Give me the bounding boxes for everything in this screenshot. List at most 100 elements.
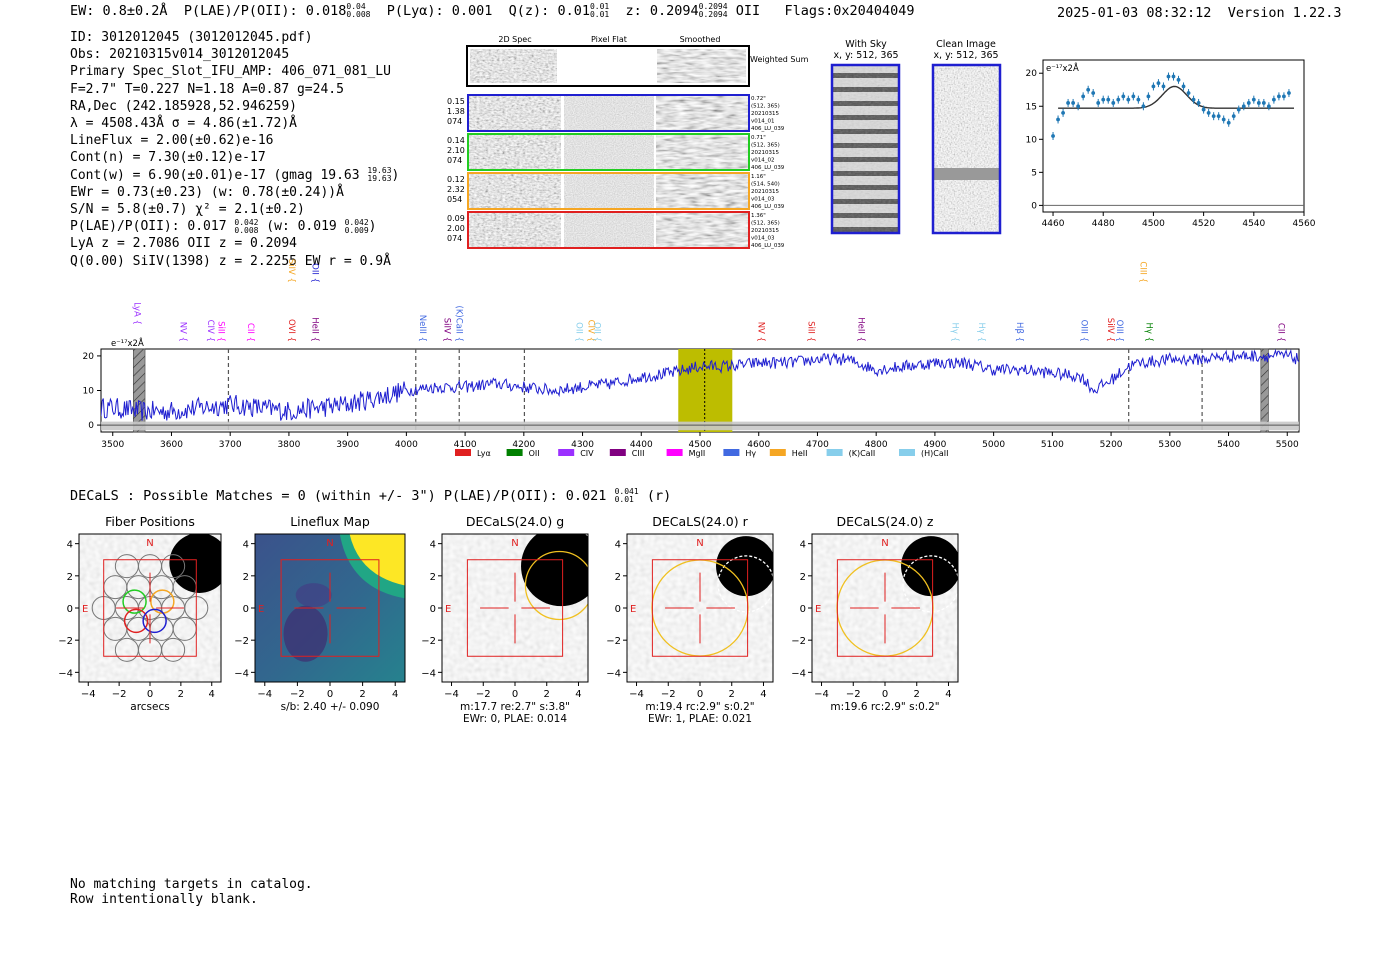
panel-xtick-label: 4 <box>760 689 766 700</box>
panel-xtick-label: 2 <box>359 689 365 700</box>
spec-line-label: NeIII { <box>417 315 427 342</box>
search-box <box>466 559 564 657</box>
header-z: z: 0.2094 <box>625 3 699 19</box>
detection-info: ID: 3012012045 (3012012045.pdf) Obs: 202… <box>70 29 399 270</box>
panel-xtick-label: −2 <box>476 689 491 700</box>
source-aperture <box>717 555 773 613</box>
panel-xtick-label: −4 <box>629 689 644 700</box>
row-border <box>467 133 750 171</box>
panel-ytick-label: 2 <box>430 572 436 583</box>
panel-xtick-label: 4 <box>945 689 951 700</box>
panel-xtick-label: −2 <box>290 689 305 700</box>
zoom-xtick-label: 4460 <box>1042 219 1065 229</box>
panel-xtick-label: −4 <box>814 689 829 700</box>
spec-line-label: SiIV { <box>442 318 452 342</box>
panel-ytick-label: 0 <box>615 604 621 615</box>
spec-xtick-label: 3800 <box>277 440 300 450</box>
info-contn: Cont(n) = 7.30(±0.12)e-17 <box>70 150 266 166</box>
row-border <box>467 211 750 249</box>
spec-legend-label: HeII <box>792 449 808 458</box>
east-label: E <box>630 604 636 615</box>
spec-xtick-label: 3600 <box>160 440 183 450</box>
zoom-data-point <box>1266 104 1271 109</box>
spec-line-label: OIII { <box>1114 320 1124 342</box>
zoom-data-point <box>1086 87 1091 92</box>
row-left-label: 2.32 <box>447 185 465 194</box>
row-right-label: (512, 365) <box>751 143 780 149</box>
panel-xtick-label: 4 <box>392 689 398 700</box>
clean-image <box>931 63 1002 235</box>
spec-line-label: Hβ { <box>1014 322 1024 342</box>
row-left-label: 0.15 <box>447 97 465 106</box>
info-plae-w: (w: 0.019 <box>266 219 337 235</box>
row-left-label: 2.00 <box>447 224 465 233</box>
row-right-label: 1.36" <box>751 213 766 219</box>
panel-xtick-label: −2 <box>112 689 127 700</box>
header-plae: P(LAE)/P(OII): 0.018 <box>183 3 347 19</box>
zoom-data-point <box>1116 97 1121 102</box>
row-right-label: 20210315 <box>751 189 779 195</box>
info-plae-range: 0.042 0.008 <box>234 218 258 235</box>
zoom-data-point <box>1166 74 1171 79</box>
spec-line-label: CIII { <box>1137 261 1147 283</box>
zoom-data-point <box>1231 114 1236 119</box>
north-label: N <box>146 538 153 549</box>
decals-panel: N E DECaLS(24.0) r −4 −4 −2 −2 0 0 2 2 4 4 m:19.4 rc:… <box>606 514 774 725</box>
zoom-data-point <box>1256 101 1261 105</box>
spec-legend-swatch <box>506 449 523 456</box>
header-plae-range: 0.04 0.008 <box>346 3 370 19</box>
panel-xtick-label: −4 <box>81 689 96 700</box>
info-obs: Obs: 20210315v014_3012012045 <box>70 47 290 63</box>
spec-legend-swatch <box>769 449 786 456</box>
spec-line-label: OII { <box>591 322 601 342</box>
zoom-data-point <box>1071 101 1076 105</box>
spec-legend-label: CIII <box>632 449 645 458</box>
with-sky-title: With Sky <box>845 39 887 50</box>
panel-ytick-label: −4 <box>606 668 621 679</box>
panel-caption: m:19.6 rc:2.9" s:0.2" <box>830 701 939 713</box>
spec-xtick-label: 5200 <box>1100 440 1123 450</box>
catalog-footer: No matching targets in catalog. Row inte… <box>70 877 313 907</box>
zoom-line-fit-chart: 4460 4480 4500 4520 4540 4560 0 5 10 15 20 e⁻¹⁷x2Å <box>1026 59 1316 229</box>
zoom-data-point <box>1111 101 1116 105</box>
weighted-label: Weighted Sum <box>750 55 809 64</box>
panel-caption-2: EWr: 0, PLAE: 0.014 <box>463 713 567 725</box>
info-params: F=2.7" T=0.227 N=1.18 A=0.87 g=24.5 <box>70 81 344 97</box>
info-radec: RA,Dec (242.185928,52.946259) <box>70 98 297 114</box>
header-plae-hi: 0.04 <box>346 2 366 11</box>
summary-header: EW: 0.8±0.2Å P(LAE)/P(OII): 0.018 0.04 0.0… <box>70 3 915 20</box>
spec-legend-entry: (K)CaII <box>826 449 875 458</box>
row-left-label: 0.12 <box>447 175 465 184</box>
spec-legend-label: Hγ <box>745 449 756 458</box>
bright-source <box>901 536 958 597</box>
zoom-ytick-label: 20 <box>1026 69 1038 79</box>
panel-title: DECaLS(24.0) g <box>466 514 564 529</box>
panel-ytick-label: −4 <box>421 668 436 679</box>
spec-line-label: (K)CaII { <box>453 306 463 342</box>
row-right-label: 1.16" <box>751 174 766 180</box>
panel-ytick-label: 2 <box>615 572 621 583</box>
row-right-label: (514, 540) <box>751 182 780 188</box>
zoom-data-point <box>1221 117 1226 122</box>
decals-panel: N E DECaLS(24.0) z −4 −4 −2 −2 0 0 2 2 4 4 m:19.6 rc:… <box>791 514 959 713</box>
decals-panel: N E DECaLS(24.0) g −4 −4 −2 −2 0 0 2 2 4 4 m:17.7 re:… <box>421 514 589 725</box>
info-plae-w-lo: 0.009 <box>344 225 369 235</box>
zoom-plot-area <box>1042 59 1305 213</box>
source-aperture <box>902 555 958 613</box>
panel-xtick-label: −4 <box>444 689 459 700</box>
row-right-label: 20210315 <box>751 111 779 117</box>
spec-ytick-label: 20 <box>83 352 95 362</box>
east-label: E <box>258 604 264 615</box>
decals-panel: N E Fiber Positions −4 −4 −2 −2 0 0 2 2 4 4 arcsecs <box>58 514 222 713</box>
zoom-data-point <box>1101 97 1106 102</box>
panel-xtick-label: 2 <box>544 689 550 700</box>
north-label: N <box>326 538 333 549</box>
spec-legend-entry: Hγ <box>723 449 756 458</box>
zoom-xtick-label: 4540 <box>1242 219 1265 229</box>
panel-ytick-label: 2 <box>243 572 249 583</box>
zoom-data-point <box>1051 134 1055 138</box>
zoom-data-point <box>1056 117 1060 122</box>
panel-caption: m:17.7 re:2.7" s:3.8" <box>460 701 570 713</box>
info-contw-hi: 19.63 <box>367 166 392 176</box>
spec-xtick-label: 5400 <box>1217 440 1240 450</box>
